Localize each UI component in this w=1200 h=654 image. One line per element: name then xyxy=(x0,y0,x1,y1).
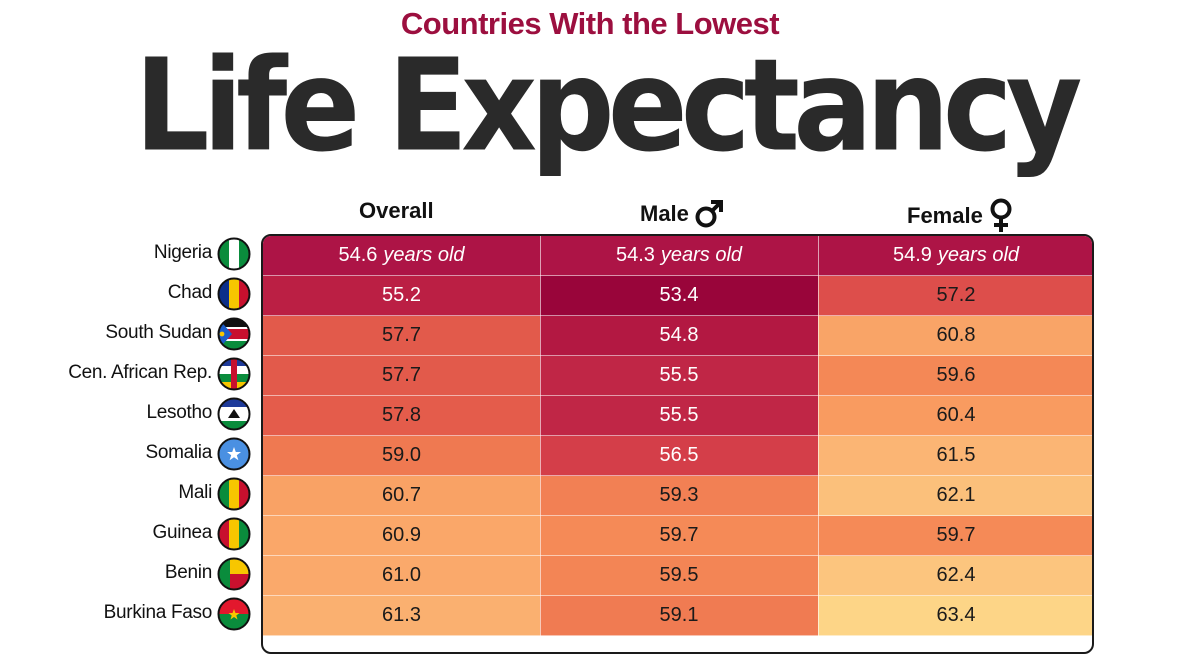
country-label: Chad xyxy=(167,282,213,303)
cell-overall: 57.8 xyxy=(263,396,540,436)
cell-value: 56.5 xyxy=(659,444,699,466)
cell-female: 57.2 xyxy=(818,276,1092,316)
male-symbol-icon xyxy=(695,200,723,228)
cell-value: 57.7 xyxy=(382,364,421,386)
burkina-faso-flag-icon xyxy=(217,597,251,631)
country-label: Burkina Faso xyxy=(103,602,213,623)
cell-value: 59.3 xyxy=(659,484,699,506)
country-label: Lesotho xyxy=(146,402,212,423)
cell-male: 55.5 xyxy=(540,356,818,396)
country-label: Somalia xyxy=(145,442,212,463)
cell-value: 54.6 xyxy=(338,244,378,266)
chart-subtitle: Countries With the Lowest xyxy=(400,6,780,41)
column-header-male-label: Male xyxy=(640,201,689,226)
nigeria-flag-icon xyxy=(217,237,251,271)
cell-value: 61.5 xyxy=(936,444,976,466)
cell-female: 63.4 xyxy=(818,596,1092,636)
central-african-republic-flag-icon xyxy=(217,357,251,391)
mali-flag-icon xyxy=(217,477,251,511)
cell-female: 59.7 xyxy=(818,516,1092,556)
benin-flag-icon xyxy=(217,557,251,591)
cell-female: 60.8 xyxy=(818,316,1092,356)
south-sudan-flag-icon xyxy=(217,317,251,351)
cell-overall: 61.3 xyxy=(263,596,540,636)
cell-value: 61.0 xyxy=(382,564,421,586)
cell-value: 54.9 xyxy=(892,244,932,266)
cell-value: 55.5 xyxy=(659,404,699,426)
cell-value: 59.0 xyxy=(382,444,421,466)
guinea-flag-icon xyxy=(217,517,251,551)
cell-value: 60.7 xyxy=(382,484,421,506)
cell-male: 59.5 xyxy=(540,556,818,596)
cell-overall: 61.0 xyxy=(263,556,540,596)
country-label: Guinea xyxy=(152,522,213,543)
cell-value: 57.8 xyxy=(382,404,421,426)
country-label: Benin xyxy=(164,562,212,583)
cell-value: 53.4 xyxy=(659,284,699,306)
column-header-overall-label: Overall xyxy=(359,198,434,223)
cell-female: 62.4 xyxy=(818,556,1092,596)
cell-overall: 60.9 xyxy=(263,516,540,556)
column-header-female: Female xyxy=(907,198,1015,234)
cell-male: 54.8 xyxy=(540,316,818,356)
column-divider xyxy=(540,236,541,652)
cell-overall: 60.7 xyxy=(263,476,540,516)
cell-value: 55.2 xyxy=(382,284,421,306)
column-header-male: Male xyxy=(640,198,725,230)
cell-value: 60.4 xyxy=(936,404,976,426)
cell-overall: 55.2 xyxy=(263,276,540,316)
cell-value: 57.7 xyxy=(382,324,421,346)
cell-overall: 57.7 xyxy=(263,316,540,356)
cell-value: 60.8 xyxy=(936,324,976,346)
column-header-overall: Overall xyxy=(359,198,434,224)
cell-value: 62.1 xyxy=(936,484,976,506)
column-divider xyxy=(818,236,819,652)
somalia-flag-icon xyxy=(217,437,251,471)
life-expectancy-table: 54.6 years old 54.3 years old 54.9 years old 5… xyxy=(261,234,1094,654)
cell-male: 59.1 xyxy=(540,596,818,636)
country-label: Nigeria xyxy=(153,242,212,263)
cell-overall: 57.7 xyxy=(263,356,540,396)
cell-female: 62.1 xyxy=(818,476,1092,516)
cell-value: 59.7 xyxy=(936,524,976,546)
cell-value: 60.9 xyxy=(382,524,421,546)
cell-value: 62.4 xyxy=(936,564,976,586)
unit-label: years old xyxy=(660,244,743,266)
cell-value: 59.6 xyxy=(936,364,976,386)
cell-female: 60.4 xyxy=(818,396,1092,436)
column-header-female-label: Female xyxy=(907,203,983,228)
unit-label: years old xyxy=(383,244,465,266)
cell-value: 59.7 xyxy=(659,524,699,546)
cell-male: 55.5 xyxy=(540,396,818,436)
cell-value: 55.5 xyxy=(659,364,699,386)
country-label: Mali xyxy=(178,482,212,503)
chad-flag-icon xyxy=(217,277,251,311)
cell-male: 56.5 xyxy=(540,436,818,476)
cell-female: 54.9 years old xyxy=(818,236,1092,276)
cell-value: 59.1 xyxy=(659,604,699,626)
cell-value: 54.8 xyxy=(659,324,699,346)
country-label: South Sudan xyxy=(105,322,212,343)
cell-value: 61.3 xyxy=(382,604,421,626)
cell-female: 61.5 xyxy=(818,436,1092,476)
unit-label: years old xyxy=(937,244,1020,266)
cell-value: 57.2 xyxy=(936,284,976,306)
cell-male: 53.4 xyxy=(540,276,818,316)
cell-male: 54.3 years old xyxy=(540,236,818,276)
lesotho-flag-icon xyxy=(217,397,251,431)
cell-male: 59.3 xyxy=(540,476,818,516)
chart-title: Life Expectancy xyxy=(134,30,1082,180)
cell-value: 63.4 xyxy=(936,604,976,626)
female-symbol-icon xyxy=(990,198,1012,232)
country-label: Cen. African Rep. xyxy=(68,362,212,383)
cell-overall: 59.0 xyxy=(263,436,540,476)
cell-value: 54.3 xyxy=(615,244,655,266)
cell-female: 59.6 xyxy=(818,356,1092,396)
cell-overall: 54.6 years old xyxy=(263,236,540,276)
cell-male: 59.7 xyxy=(540,516,818,556)
cell-value: 59.5 xyxy=(659,564,699,586)
